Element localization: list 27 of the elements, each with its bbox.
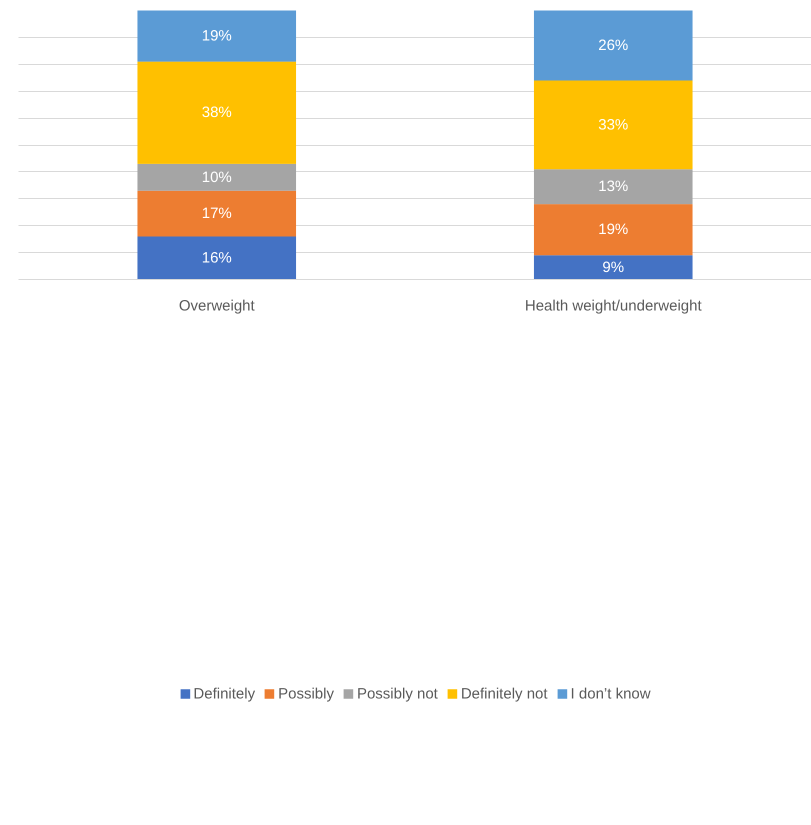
bar — [137, 190, 296, 236]
bar — [534, 10, 693, 80]
data-label: 19% — [598, 221, 628, 238]
data-label: 10% — [202, 168, 232, 186]
data-label: 16% — [202, 249, 232, 266]
legend-label: Definitely — [193, 685, 256, 702]
data-label: 33% — [598, 116, 628, 134]
bar — [534, 169, 693, 204]
bar — [534, 80, 693, 170]
legend-label: I don’t know — [570, 685, 651, 702]
legend-label: Possibly not — [356, 685, 438, 702]
data-label: 13% — [598, 178, 628, 196]
data-label: 17% — [202, 205, 232, 222]
data-label: 9% — [602, 258, 624, 276]
bar — [137, 10, 296, 62]
bar — [534, 255, 693, 280]
bar — [137, 164, 296, 191]
legend-label: Possibly — [278, 685, 334, 702]
data-label: 26% — [598, 36, 628, 54]
data-label: 19% — [202, 28, 232, 45]
x-tick-label: Health weight/underweight — [524, 298, 702, 314]
legend-label: Definitely not — [460, 685, 548, 702]
bar — [137, 236, 296, 280]
x-tick-label: Overweight — [178, 298, 256, 314]
data-label: 38% — [202, 104, 232, 122]
bar — [534, 204, 693, 256]
bar — [137, 62, 296, 164]
